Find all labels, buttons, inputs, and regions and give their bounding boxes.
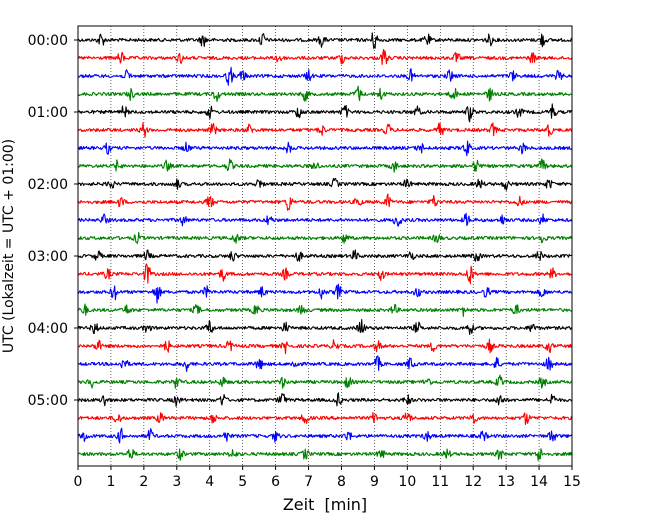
x-tick-label-6: 6 [271,474,280,490]
y-tick-label-00:00: 00:00 [28,33,68,49]
trace-0245 [77,231,573,244]
trace-0200 [77,177,573,191]
trace-0045 [77,85,573,102]
trace-0515 [77,411,573,425]
y-tick-label-02:00: 02:00 [28,177,68,193]
trace-0345 [78,303,573,317]
x-tick-label-11: 11 [431,474,449,490]
x-tick-label-8: 8 [337,474,346,490]
x-tick-label-15: 15 [563,474,581,490]
plot-frame [77,25,573,467]
x-tick-label-9: 9 [370,474,379,490]
trace-0500 [77,392,573,407]
trace-0100 [77,103,573,123]
x-tick-label-14: 14 [530,474,548,490]
x-tick-label-2: 2 [139,474,148,490]
trace-0130 [77,140,573,157]
trace-0300 [77,249,573,262]
trace-0015 [77,48,573,66]
trace-0330 [77,283,573,304]
x-tick-label-12: 12 [464,474,482,490]
x-tick-label-13: 13 [497,474,515,490]
trace-0315 [77,263,573,285]
traces [77,32,573,462]
x-tick-label-7: 7 [304,474,313,490]
x-axis-label: Zeit [min] [283,495,367,514]
trace-0545 [77,448,573,462]
trace-0000 [77,32,573,49]
trace-0430 [77,355,573,372]
trace-0530 [77,427,573,444]
y-tick-label-04:00: 04:00 [28,321,68,337]
x-tick-label-5: 5 [238,474,247,490]
x-tick-label-10: 10 [398,474,416,490]
trace-0030 [77,66,573,86]
trace-0230 [77,212,573,227]
trace-0215 [77,193,573,211]
grid-lines [110,26,540,466]
x-tick-label-4: 4 [205,474,214,490]
x-tick-label-1: 1 [106,474,115,490]
y-tick-label-03:00: 03:00 [28,249,68,265]
trace-0145 [77,158,573,173]
trace-0400 [77,319,573,335]
x-tick-label-3: 3 [172,474,181,490]
y-tick-label-05:00: 05:00 [28,393,68,409]
y-axis: 00:00 01:00 02:00 03:00 04:00 05:00 [28,33,78,409]
trace-0115 [77,122,573,138]
y-tick-label-01:00: 01:00 [28,105,68,121]
y-axis-label: UTC (Lokalzeit = UTC + 01:00) [1,139,17,353]
trace-0445 [77,374,573,389]
x-tick-label-0: 0 [74,474,83,490]
x-axis: 0 1 2 3 4 5 6 7 8 9 10 11 12 13 14 15 [74,466,581,490]
trace-0415 [77,338,573,355]
